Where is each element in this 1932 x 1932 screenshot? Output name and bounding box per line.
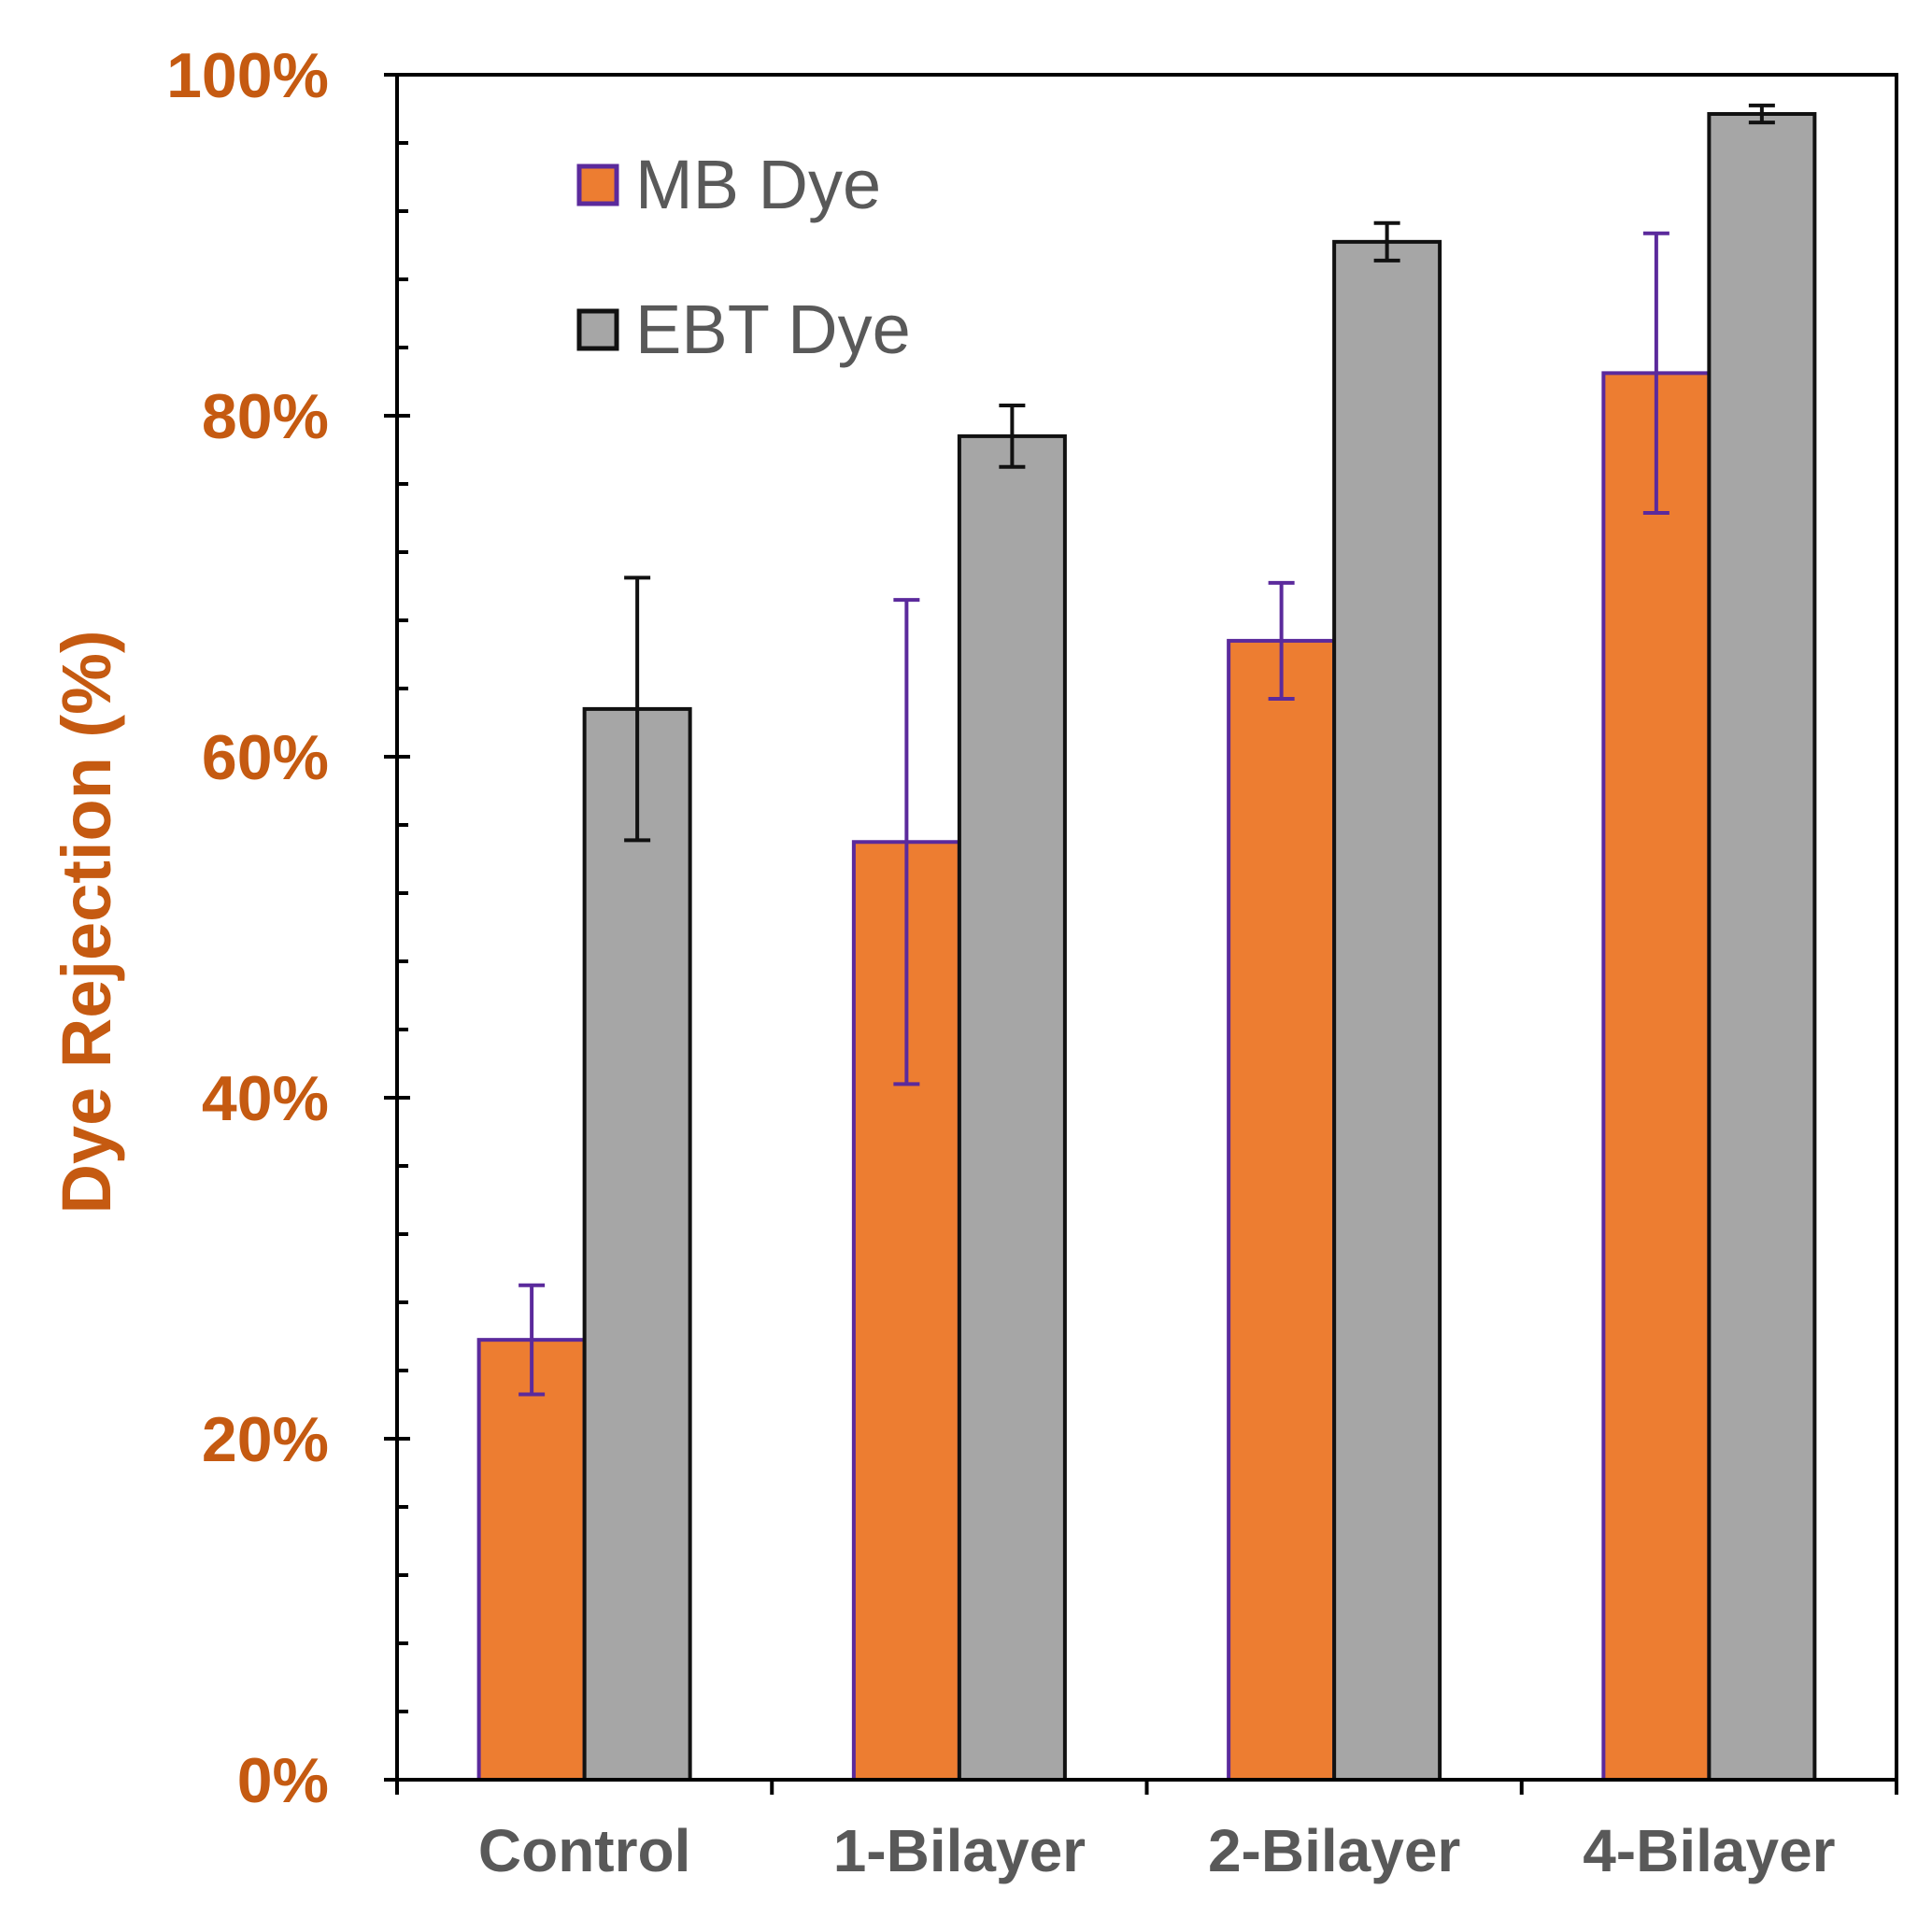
y-tick-label: 60% <box>202 722 329 793</box>
legend-swatch <box>576 308 619 351</box>
y-tick-label: 20% <box>202 1404 329 1475</box>
legend: MB Dye EBT Dye <box>576 146 911 368</box>
error-bar-mb-dye-1-bilayer <box>893 598 920 1087</box>
error-bar-mb-dye-4-bilayer <box>1642 231 1669 516</box>
legend-label: EBT Dye <box>635 291 911 368</box>
x-tick-label: 4-Bilayer <box>1583 1817 1835 1884</box>
y-tick-label: 0% <box>237 1745 329 1816</box>
error-bar-ebt-dye-4-bilayer <box>1748 103 1775 125</box>
x-tick-label: Control <box>478 1817 691 1884</box>
x-tick-label: 2-Bilayer <box>1208 1817 1460 1884</box>
y-tick-label: 40% <box>202 1063 329 1134</box>
error-bars-layer <box>519 103 1775 1397</box>
error-bar-ebt-dye-1-bilayer <box>999 404 1026 469</box>
bar-mb-dye-2-bilayer <box>1227 638 1337 1782</box>
bar-ebt-dye-control <box>582 706 692 1782</box>
ticks-layer: 0% 20% 40% 60% 80% 100% Control 1-Bilayer 2-Bila… <box>166 40 1898 1884</box>
y-axis-label: Dye Rejection (%) <box>48 630 125 1214</box>
x-tick-label: 1-Bilayer <box>833 1817 1086 1884</box>
y-tick-label: 80% <box>202 381 329 452</box>
legend-item-ebt-dye: EBT Dye <box>576 291 911 368</box>
error-bar-mb-dye-2-bilayer <box>1268 580 1295 701</box>
legend-item-mb-dye: MB Dye <box>576 146 881 223</box>
error-bar-ebt-dye-control <box>624 575 651 843</box>
bar-ebt-dye-2-bilayer <box>1332 239 1442 1783</box>
bar-mb-dye-control <box>476 1338 587 1783</box>
error-bar-ebt-dye-2-bilayer <box>1373 220 1400 263</box>
bar-mb-dye-4-bilayer <box>1601 371 1712 1782</box>
legend-label: MB Dye <box>635 146 881 223</box>
bars-layer <box>476 111 1817 1783</box>
bar-ebt-dye-4-bilayer <box>1707 111 1817 1783</box>
error-bar-mb-dye-control <box>519 1283 546 1397</box>
bar-ebt-dye-1-bilayer <box>957 433 1067 1782</box>
y-tick-label: 100% <box>166 40 329 111</box>
legend-swatch <box>576 163 619 206</box>
